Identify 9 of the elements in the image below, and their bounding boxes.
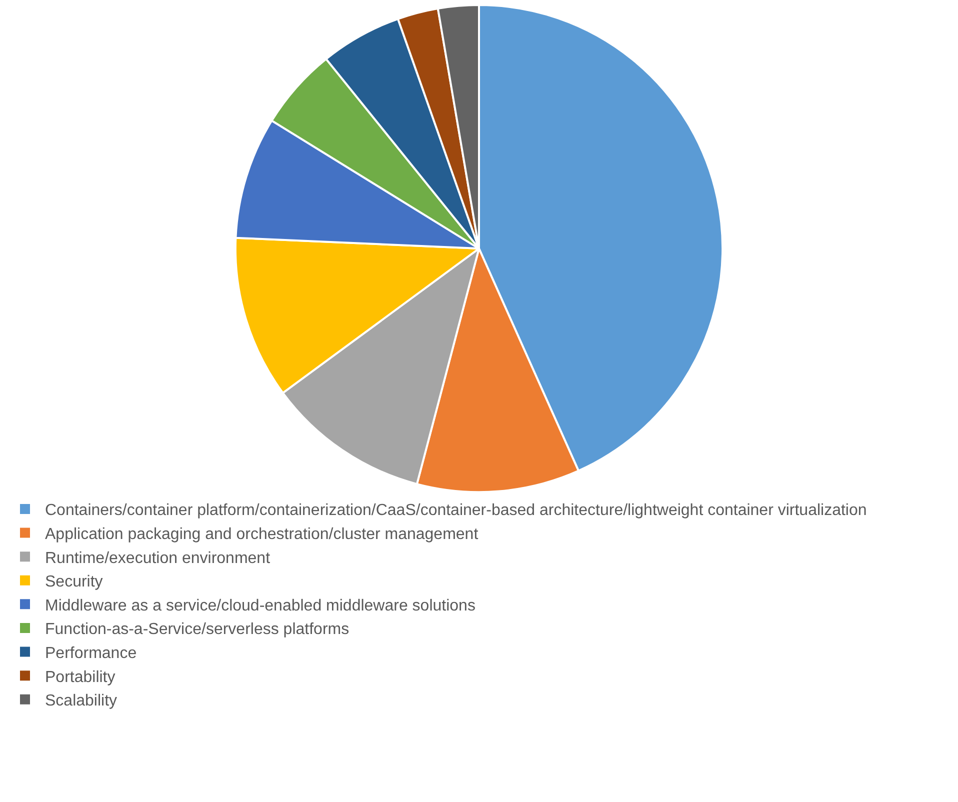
legend-label: Portability: [45, 668, 116, 686]
legend-label: Middleware as a service/cloud-enabled middleware solutions: [45, 597, 476, 614]
legend-label: Scalability: [45, 692, 118, 710]
legend-label: Performance: [45, 645, 137, 662]
legend-label: Function-as-a-Service/serverless platforms: [45, 621, 350, 638]
legend-label: Runtime/execution environment: [45, 550, 271, 567]
legend-label: Application packaging and orchestration/cluster management: [45, 526, 479, 544]
legend-label: Security: [45, 574, 103, 591]
legend-label: Containers/container platform/containerization/CaaS/container-based architecture/lightweight container virtualization: [45, 502, 867, 520]
